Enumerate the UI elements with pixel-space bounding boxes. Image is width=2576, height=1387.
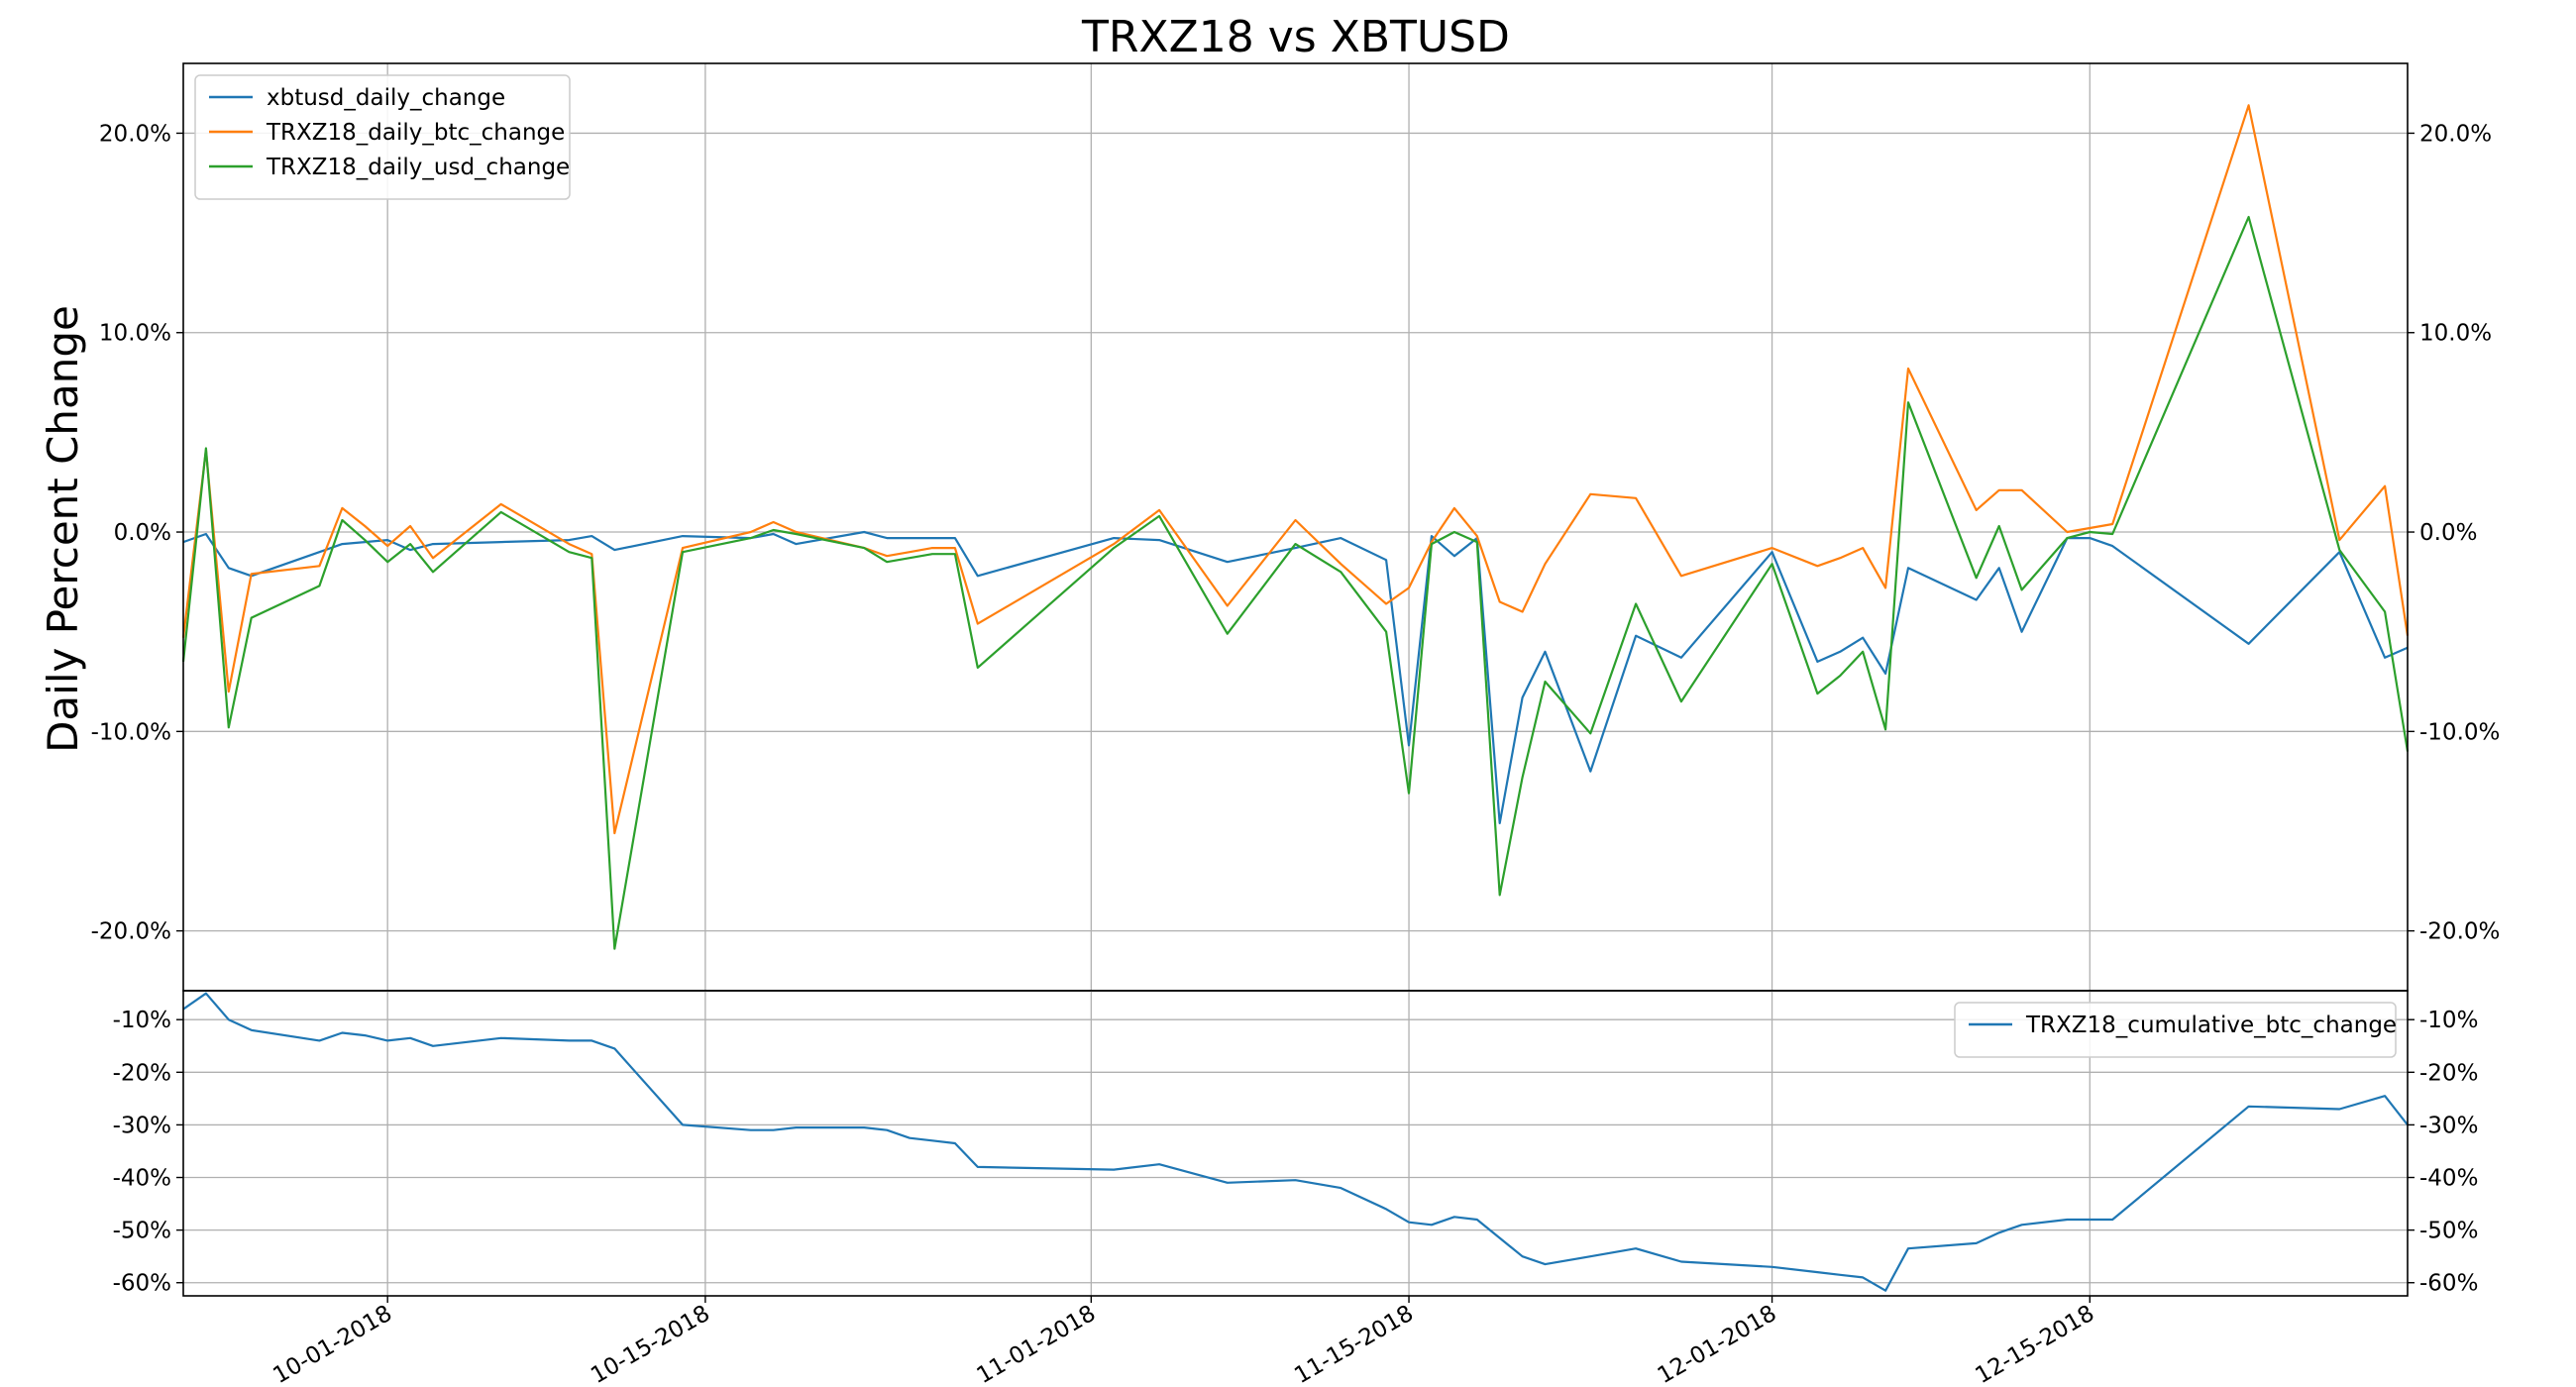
daily-y-tick-label-left: -10.0% — [91, 719, 171, 745]
daily-y-tick-label-left: 10.0% — [99, 321, 171, 347]
cumulative-y-tick-label-left: -10% — [113, 1008, 171, 1033]
cumulative-y-tick-label-left: -40% — [113, 1166, 171, 1192]
daily-change-panel: -20.0% -20.0% -10.0% -10.0% 0.0% 0.0% 10.0% 10.… — [91, 62, 2500, 992]
daily-legend-box — [194, 74, 571, 200]
cumulative-y-tick-label-left: -50% — [113, 1219, 171, 1244]
cumulative-y-tick-label-right: -20% — [2419, 1060, 2478, 1086]
cumulative-legend: TRXZ18_cumulative_btc_change — [1954, 1002, 2397, 1058]
cumulative-series-line-TRXZ18_cumulative_btc_change — [182, 992, 2409, 1292]
cumulative-y-tick-label-left: -20% — [113, 1060, 171, 1086]
cumulative-y-tick-label-right: -60% — [2419, 1271, 2478, 1297]
daily-y-tick-label-right: 20.0% — [2419, 121, 2492, 147]
daily-y-tick-label-right: 10.0% — [2419, 321, 2492, 347]
daily-legend-label: TRXZ18_daily_usd_change — [266, 155, 570, 180]
cumulative-legend-box — [1954, 1002, 2397, 1058]
y-axis-label: Daily Percent Change — [39, 305, 87, 753]
cumulative-y-tick-label-right: -10% — [2419, 1008, 2478, 1033]
daily-y-tick-label-right: -10.0% — [2419, 719, 2500, 745]
cumulative-legend-label: TRXZ18_cumulative_btc_change — [2025, 1013, 2397, 1038]
daily-y-tick-label-left: 0.0% — [114, 520, 171, 546]
daily-y-tick-label-right: 0.0% — [2419, 520, 2477, 546]
cumulative-axes-frame — [182, 990, 2409, 1297]
cumulative-y-tick-label-left: -30% — [113, 1113, 171, 1138]
cumulative-y-tick-label-right: -40% — [2419, 1166, 2478, 1192]
daily-series-line-TRXZ18_daily_usd_change — [181, 215, 2410, 950]
daily-y-tick-label-left: 20.0% — [99, 121, 171, 147]
daily-series-line-TRXZ18_daily_btc_change — [181, 104, 2410, 835]
daily-y-tick-label-right: -20.0% — [2419, 919, 2500, 945]
cumulative-y-tick-label-right: -50% — [2419, 1219, 2478, 1244]
cumulative-y-tick-label-right: -30% — [2419, 1113, 2478, 1138]
chart-title: TRXZ18 vs XBTUSD — [1081, 12, 1510, 62]
daily-legend-label: xbtusd_daily_change — [267, 85, 505, 111]
daily-legend-label: TRXZ18_daily_btc_change — [266, 120, 565, 146]
daily-y-tick-label-left: -20.0% — [91, 919, 171, 945]
cumulative-y-tick-label-left: -60% — [113, 1271, 171, 1297]
daily-legend: xbtusd_daily_change TRXZ18_daily_btc_chan… — [194, 74, 571, 200]
